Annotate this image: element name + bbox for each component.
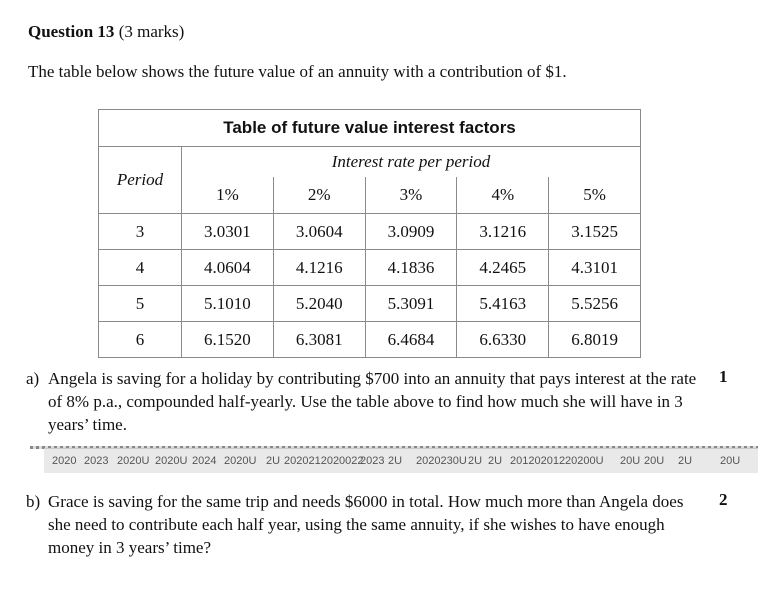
rate-cell: 2%	[272, 177, 366, 214]
question-marks: (3 marks)	[118, 22, 185, 41]
table-row: 6 6.1520 6.3081 6.4684 6.6330 6.8019	[98, 321, 641, 358]
strip-item: 20U	[720, 455, 741, 467]
strip-item: 2023	[84, 455, 109, 467]
part-a-marks: 1	[719, 367, 728, 386]
value-cell: 3.0301	[181, 213, 274, 250]
part-b-marks: 2	[719, 490, 728, 509]
strip-item: 2024	[192, 455, 217, 467]
period-cell: 6	[98, 321, 182, 358]
rate-cell: 5%	[548, 177, 641, 214]
period-header: Period	[98, 146, 182, 214]
part-a: a) Angela is saving for a holiday by con…	[26, 367, 706, 436]
table-title: Table of future value interest factors	[98, 109, 641, 147]
strip-item: 2U	[488, 455, 503, 467]
value-cell: 4.1836	[364, 249, 458, 286]
value-cell: 4.2465	[456, 249, 550, 286]
question-title: Question 13	[28, 22, 115, 41]
value-cell: 5.1010	[181, 285, 274, 322]
strip-item: 2U	[266, 455, 281, 467]
rates-row: 1% 2% 3% 4% 5%	[99, 177, 641, 214]
strip-item: 20U	[620, 455, 641, 467]
strip-item: 2020U	[155, 455, 188, 467]
strip-item: 2020230U	[416, 455, 467, 467]
strip-item: 2023	[360, 455, 385, 467]
value-cell: 3.1216	[456, 213, 550, 250]
value-cell: 5.4163	[456, 285, 550, 322]
period-cell: 5	[98, 285, 182, 322]
strip-item: 2020	[52, 455, 77, 467]
strip-item: 2020U	[224, 455, 257, 467]
value-cell: 5.3091	[364, 285, 458, 322]
rate-cell: 1%	[181, 177, 274, 214]
strip-item: 2020212020022	[284, 455, 364, 467]
table-row: 3 3.0301 3.0604 3.0909 3.1216 3.1525	[98, 213, 641, 250]
value-cell: 6.8019	[548, 321, 641, 358]
part-b-text: Grace is saving for the same trip and ne…	[48, 492, 684, 557]
value-cell: 4.3101	[548, 249, 641, 286]
table-row: 5 5.1010 5.2040 5.3091 5.4163 5.5256	[98, 285, 641, 322]
question-intro: The table below shows the future value o…	[28, 62, 567, 81]
value-cell: 6.3081	[272, 321, 366, 358]
value-cell: 6.1520	[181, 321, 274, 358]
part-a-label: a)	[26, 369, 40, 388]
question-heading: Question 13 (3 marks)	[28, 22, 184, 42]
rate-cell: 4%	[456, 177, 550, 214]
value-cell: 3.0604	[272, 213, 366, 250]
strip-item: 2U	[678, 455, 693, 467]
part-b: b) Grace is saving for the same trip and…	[26, 490, 706, 559]
value-cell: 4.0604	[181, 249, 274, 286]
footer-strip: 2020 2023 2020U 2020U 2024 2020U 2U 2020…	[44, 448, 758, 473]
value-cell: 6.6330	[456, 321, 550, 358]
rate-cell: 3%	[364, 177, 458, 214]
strip-item: 2020U	[117, 455, 150, 467]
period-cell: 4	[98, 249, 182, 286]
value-cell: 3.0909	[364, 213, 458, 250]
strip-item: 2U	[468, 455, 483, 467]
strip-item: 2U	[388, 455, 403, 467]
part-a-text: Angela is saving for a holiday by contri…	[48, 369, 697, 434]
period-cell: 3	[98, 213, 182, 250]
value-cell: 5.2040	[272, 285, 366, 322]
value-cell: 6.4684	[364, 321, 458, 358]
strip-item: 20U	[644, 455, 665, 467]
value-cell: 3.1525	[548, 213, 641, 250]
rate-header: Interest rate per period	[181, 146, 641, 177]
strip-item: 20120201220200U	[510, 455, 604, 467]
future-value-table: Table of future value interest factors P…	[98, 109, 641, 358]
part-b-label: b)	[26, 492, 41, 511]
value-cell: 5.5256	[548, 285, 641, 322]
table-row: 4 4.0604 4.1216 4.1836 4.2465 4.3101	[98, 249, 641, 286]
scan-artifact-line	[30, 446, 758, 449]
value-cell: 4.1216	[272, 249, 366, 286]
